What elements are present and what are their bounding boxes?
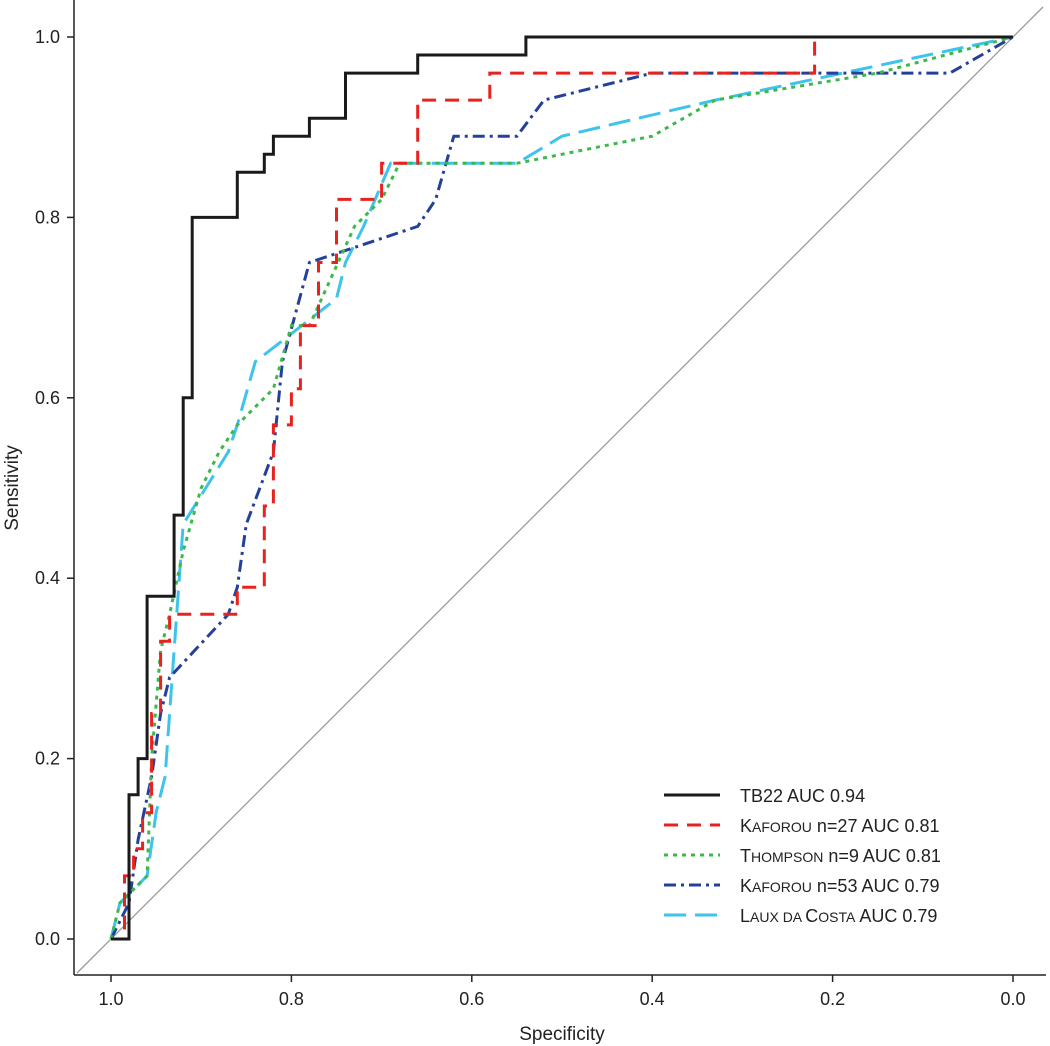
diagonal-layer: [76, 6, 1044, 974]
legend-text-part: K: [740, 876, 752, 896]
diagonal-reference-line: [76, 6, 1044, 974]
series-line-1: [111, 35, 1013, 941]
x-axis-label: Specificity: [519, 1024, 605, 1045]
legend-text-part: K: [740, 816, 752, 836]
legend-text-part: HOMPSON: [751, 849, 823, 865]
y-tick-label: 0.2: [35, 749, 60, 769]
legend-text-part: n=27 AUC 0.81: [812, 816, 940, 836]
legend-label-1: KAFOROU n=27 AUC 0.81: [740, 816, 940, 836]
x-tick-label: 0.8: [279, 989, 304, 1009]
legend-text-part: OSTA: [818, 909, 856, 925]
legend-text-part: AFOROU: [752, 879, 812, 895]
series-line-4: [109, 35, 1014, 940]
x-tick-label: 0.0: [1000, 989, 1025, 1009]
y-tick-label: 1.0: [35, 27, 60, 47]
y-tick-label: 0.4: [35, 568, 60, 588]
series-line-0: [111, 35, 1013, 941]
legend-text-part: AUC 0.79: [855, 906, 937, 926]
legend-text-part: AFOROU: [752, 819, 812, 835]
legend-label-4: LAUX DA COSTA AUC 0.79: [740, 906, 937, 926]
y-tick-label: 0.0: [35, 929, 60, 949]
legend-label-2: THOMPSON n=9 AUC 0.81: [740, 846, 941, 866]
legend-text-part: L: [740, 906, 750, 926]
legend-text-part: n=9 AUC 0.81: [823, 846, 941, 866]
series-layer: [109, 35, 1014, 941]
legend-text-part: AUC 0.94: [783, 786, 865, 806]
x-tick-label: 0.6: [459, 989, 484, 1009]
legend-label-3: KAFOROU n=53 AUC 0.79: [740, 876, 940, 896]
legend-text-part: n=53 AUC 0.79: [812, 876, 940, 896]
legend-text-part: T: [740, 846, 751, 866]
y-tick-label: 0.6: [35, 388, 60, 408]
y-axis-label: Sensitivity: [2, 445, 23, 531]
y-tick-label: 0.8: [35, 207, 60, 227]
legend-text-part: C: [805, 906, 818, 926]
x-tick-label: 0.4: [640, 989, 665, 1009]
legend-text-part: TB22: [740, 786, 783, 806]
series-line-2: [109, 35, 1014, 940]
x-tick-label: 1.0: [98, 989, 123, 1009]
x-tick-label: 0.2: [820, 989, 845, 1009]
legend-text-part: AUX DA: [750, 909, 805, 925]
axes: 1.0 0.8 0.6 0.4 0.2 0.0 0.0 0.2 0.4 0.6 0.8 1.0: [35, 0, 1046, 1009]
legend-label-0: TB22 AUC 0.94: [740, 786, 865, 806]
